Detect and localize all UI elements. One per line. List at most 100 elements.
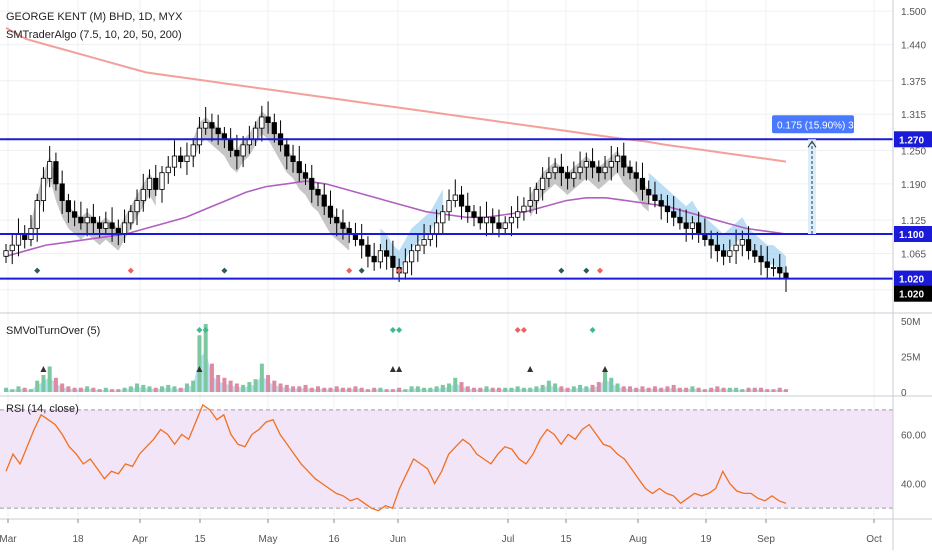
candle-body[interactable] — [608, 161, 614, 168]
volume-bar[interactable] — [540, 384, 545, 392]
volume-bar[interactable] — [465, 386, 470, 392]
candle-body[interactable] — [490, 216, 496, 224]
candle-body[interactable] — [384, 250, 390, 257]
volume-bar[interactable] — [784, 389, 788, 392]
volume-bar[interactable] — [141, 384, 146, 392]
volume-bar[interactable] — [291, 386, 296, 392]
volume-bar[interactable] — [665, 386, 670, 392]
volume-bar[interactable] — [172, 386, 177, 392]
candle-body[interactable] — [471, 211, 477, 218]
volume-bar[interactable] — [266, 374, 271, 392]
volume-bar[interactable] — [472, 387, 476, 392]
volume-bar[interactable] — [609, 377, 614, 392]
candle-body[interactable] — [689, 222, 696, 229]
volume-bar[interactable] — [621, 386, 626, 392]
volume-bar[interactable] — [752, 387, 757, 392]
volume-bar[interactable] — [628, 386, 632, 392]
volume-bar[interactable] — [403, 389, 408, 392]
candle-body[interactable] — [677, 216, 683, 224]
candle-body[interactable] — [646, 189, 652, 196]
volume-bar[interactable] — [690, 386, 695, 392]
candle-body[interactable] — [770, 267, 777, 269]
candle-body[interactable] — [321, 194, 327, 207]
volume-bar[interactable] — [503, 387, 508, 392]
candle-body[interactable] — [190, 144, 196, 157]
volume-bar[interactable] — [422, 387, 427, 392]
candle-body[interactable] — [714, 244, 720, 252]
volume-bar[interactable] — [677, 387, 682, 392]
candle-body[interactable] — [78, 216, 84, 224]
candle-body[interactable] — [34, 200, 40, 229]
volume-bar[interactable] — [47, 366, 52, 392]
volume-bar[interactable] — [515, 386, 520, 392]
volume-bar[interactable] — [397, 387, 402, 392]
volume-bar[interactable] — [428, 387, 433, 392]
volume-bar[interactable] — [347, 387, 352, 392]
volume-bar[interactable] — [702, 389, 707, 392]
candle-body[interactable] — [209, 122, 215, 129]
candle-body[interactable] — [371, 255, 377, 263]
candle-body[interactable] — [284, 144, 290, 157]
candle-body[interactable] — [334, 216, 340, 224]
volume-bar[interactable] — [759, 387, 764, 392]
volume-bar[interactable] — [521, 387, 526, 392]
candle-body[interactable] — [377, 250, 384, 263]
candle-body[interactable] — [84, 216, 90, 224]
volume-bar[interactable] — [378, 387, 383, 392]
volume-bar[interactable] — [740, 389, 745, 392]
candle-body[interactable] — [515, 211, 521, 218]
candle-body[interactable] — [159, 172, 165, 190]
volume-bar[interactable] — [303, 384, 308, 392]
candle-body[interactable] — [327, 205, 334, 218]
candle-body[interactable] — [571, 172, 577, 179]
candle-body[interactable] — [452, 194, 458, 201]
volume-bar[interactable] — [528, 387, 533, 392]
volume-bar[interactable] — [640, 386, 645, 392]
candle-body[interactable] — [128, 211, 134, 224]
candle-body[interactable] — [627, 166, 633, 174]
volume-bar[interactable] — [228, 380, 233, 392]
candle-body[interactable] — [408, 250, 415, 263]
candle-body[interactable] — [3, 250, 9, 257]
volume-bar[interactable] — [734, 387, 739, 392]
volume-bar[interactable] — [340, 387, 345, 392]
volume-bar[interactable] — [197, 335, 202, 392]
candle-body[interactable] — [671, 211, 677, 218]
volume-bar[interactable] — [153, 387, 158, 392]
candle-body[interactable] — [234, 150, 240, 157]
volume-bar[interactable] — [353, 386, 358, 392]
candle-body[interactable] — [184, 155, 190, 162]
volume-bar[interactable] — [646, 387, 651, 392]
candle-body[interactable] — [552, 166, 558, 174]
volume-bar[interactable] — [184, 383, 189, 392]
candle-body[interactable] — [777, 267, 783, 274]
volume-bar[interactable] — [603, 370, 608, 392]
candle-body[interactable] — [658, 200, 664, 207]
volume-bar[interactable] — [415, 386, 420, 392]
volume-bar[interactable] — [484, 386, 489, 392]
volume-bar[interactable] — [478, 387, 483, 392]
volume-bar[interactable] — [128, 386, 133, 392]
candle-body[interactable] — [121, 222, 128, 235]
candle-body[interactable] — [228, 138, 234, 151]
candle-body[interactable] — [433, 222, 440, 235]
volume-bar[interactable] — [35, 380, 40, 392]
candle-body[interactable] — [309, 177, 315, 190]
volume-bar[interactable] — [78, 387, 83, 392]
candle-body[interactable] — [527, 200, 533, 207]
candle-body[interactable] — [727, 250, 733, 257]
volume-bar[interactable] — [615, 383, 620, 392]
volume-bar[interactable] — [777, 387, 782, 392]
volume-bar[interactable] — [72, 387, 77, 392]
candle-body[interactable] — [252, 127, 259, 140]
volume-bar[interactable] — [771, 389, 776, 392]
volume-bar[interactable] — [696, 387, 701, 392]
candle-body[interactable] — [602, 166, 608, 174]
candle-body[interactable] — [9, 244, 15, 252]
candle-body[interactable] — [708, 239, 714, 246]
volume-bar[interactable] — [453, 377, 458, 392]
volume-bar[interactable] — [284, 384, 289, 392]
candle-body[interactable] — [458, 194, 465, 207]
candle-body[interactable] — [565, 172, 571, 179]
